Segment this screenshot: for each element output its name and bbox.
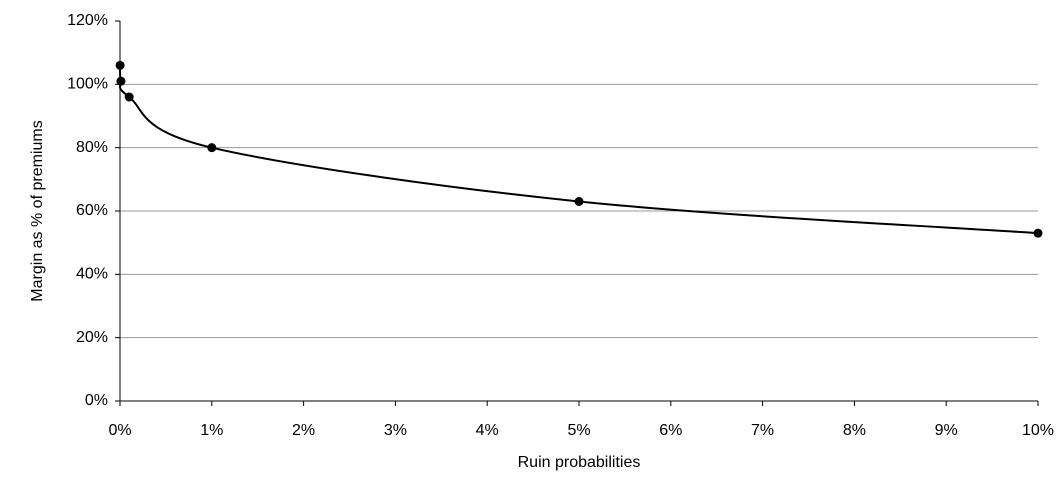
data-point (574, 197, 584, 206)
data-point (1033, 228, 1043, 238)
y-tick-label: 60% (76, 202, 108, 219)
y-tick-label: 20% (76, 329, 108, 346)
series-line (118, 65, 1039, 235)
data-point (115, 60, 125, 70)
x-axis-title: Ruin probabilities (518, 454, 641, 471)
data-point (207, 143, 217, 153)
x-tick-label: 0% (108, 422, 131, 439)
y-tick-label: 40% (76, 266, 108, 283)
x-tick-label: 6% (659, 422, 682, 439)
x-tick-label: 10% (1022, 422, 1054, 439)
x-tick-label: 2% (292, 422, 315, 439)
y-tick-label: 0% (85, 392, 108, 409)
x-tick-label: 8% (843, 422, 866, 439)
y-axis-title: Margin as % of premiums (29, 120, 46, 301)
y-tick-label: 100% (67, 76, 108, 93)
x-tick-label: 3% (384, 422, 407, 439)
x-tick-label: 9% (935, 422, 958, 439)
x-tick-label: 7% (751, 422, 774, 439)
data-point (116, 76, 126, 86)
x-tick-label: 1% (200, 422, 223, 439)
x-tick-label: 4% (476, 422, 499, 439)
y-tick-label: 80% (76, 139, 108, 156)
x-tick-label: 5% (567, 422, 590, 439)
y-tick-label: 120% (67, 12, 108, 29)
data-point (124, 92, 134, 102)
